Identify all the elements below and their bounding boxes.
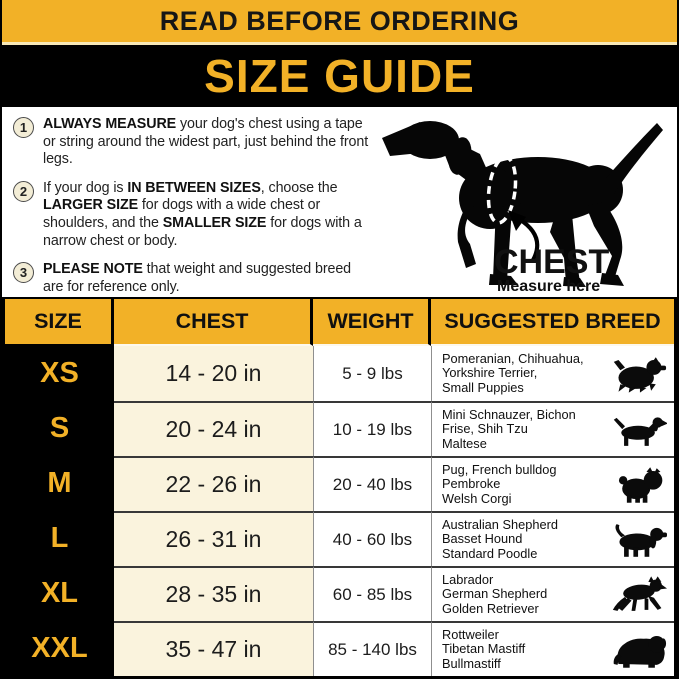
- instruction-number: 2: [13, 180, 34, 202]
- size-guide-band: SIZE GUIDE: [2, 45, 677, 107]
- instruction-number: 1: [13, 117, 34, 138]
- breed-line: Mini Schnauzer, Bichon: [442, 406, 576, 422]
- instruction-text: If your dog is IN BETWEEN SIZES, choose …: [43, 180, 371, 250]
- breed-cell: Pomeranian, Chihuahua, Yorkshire Terrier,…: [431, 346, 674, 401]
- breed-line: Rottweiler: [442, 626, 499, 642]
- instruction-item: 2 If your dog is IN BETWEEN SIZES, choose…: [13, 180, 384, 250]
- instruction-text: PLEASE NOTE that weight and suggested br…: [43, 261, 371, 296]
- emphasis-text: SMALLER SIZE: [162, 214, 267, 231]
- plain-text: , choose the: [260, 179, 338, 196]
- chest-cell: 22 - 26 in: [114, 456, 313, 511]
- breed-cell: Mini Schnauzer, Bichon Frise, Shih Tzu Mal…: [431, 401, 674, 456]
- plain-text: If your dog is: [43, 179, 128, 196]
- size-cell: XL: [5, 566, 114, 621]
- weight-cell: 5 - 9 lbs: [313, 346, 431, 401]
- weight-cell: 60 - 85 lbs: [313, 566, 431, 621]
- measure-here-label: Measure here: [497, 278, 600, 295]
- weight-cell: 85 - 140 lbs: [313, 621, 431, 676]
- page-title: SIZE GUIDE: [204, 50, 475, 102]
- chest-cell: 28 - 35 in: [114, 566, 313, 621]
- yorkshire-terrier-icon: [611, 354, 667, 394]
- size-cell: XXL: [5, 621, 114, 676]
- german-shepherd-icon: [611, 575, 667, 615]
- breed-line: Pomeranian, Chihuahua,: [442, 350, 584, 366]
- breed-list: Mini Schnauzer, Bichon Frise, Shih Tzu Mal…: [442, 406, 576, 452]
- breed-line: Welsh Corgi: [442, 490, 512, 506]
- read-before-ordering-text: READ BEFORE ORDERING: [159, 5, 520, 36]
- emphasis-text: PLEASE NOTE: [43, 261, 143, 278]
- size-cell: XS: [5, 346, 114, 401]
- mastiff-icon: [611, 630, 667, 670]
- breed-line: Golden Retriever: [442, 600, 539, 616]
- breed-list: Rottweiler Tibetan Mastiff Bullmastiff: [442, 626, 526, 672]
- emphasis-text: IN BETWEEN SIZES: [127, 179, 261, 196]
- size-table: SIZE CHEST WEIGHT SUGGESTED BREED XS 14 -…: [2, 297, 677, 679]
- size-cell: L: [5, 511, 114, 566]
- dachshund-icon: [611, 410, 668, 450]
- size-cell: M: [5, 456, 114, 511]
- breed-cell: Australian Shepherd Basset Hound Standard …: [431, 511, 674, 566]
- breed-line: Tibetan Mastiff: [442, 641, 526, 657]
- breed-line: Bullmastiff: [442, 655, 501, 671]
- band-divider: [2, 42, 677, 45]
- breed-list: Australian Shepherd Basset Hound Standard …: [442, 516, 558, 562]
- breed-line: Basset Hound: [442, 531, 523, 547]
- weight-cell: 20 - 40 lbs: [313, 456, 431, 511]
- breed-cell: Pug, French bulldog Pembroke Welsh Corgi: [431, 456, 674, 511]
- header-suggested-breed: SUGGESTED BREED: [431, 299, 674, 346]
- chest-cell: 35 - 47 in: [114, 621, 313, 676]
- breed-list: Labrador German Shepherd Golden Retriever: [442, 571, 548, 617]
- breed-list: Pug, French bulldog Pembroke Welsh Corgi: [442, 461, 557, 507]
- breed-cell: Rottweiler Tibetan Mastiff Bullmastiff: [431, 621, 674, 676]
- breed-line: German Shepherd: [442, 586, 548, 602]
- header-size: SIZE: [5, 299, 114, 346]
- breed-line: Standard Poodle: [442, 545, 538, 561]
- read-before-ordering-band: READ BEFORE ORDERING: [2, 0, 677, 42]
- instruction-item: 1 ALWAYS MEASURE your dog's chest using a…: [13, 116, 384, 169]
- instruction-item: 3 PLEASE NOTE that weight and suggested b…: [13, 261, 384, 296]
- header-weight: WEIGHT: [313, 299, 431, 346]
- chest-label: CHEST: [494, 243, 609, 281]
- emphasis-text: LARGER SIZE: [43, 197, 139, 214]
- breed-line: Maltese: [442, 435, 487, 451]
- pointer-dog-silhouette-icon: [382, 121, 663, 287]
- chest-measure-dashed-ellipse: [486, 155, 518, 225]
- breed-line: Pembroke: [442, 476, 501, 492]
- chest-cell: 20 - 24 in: [114, 401, 313, 456]
- chest-cell: 26 - 31 in: [114, 511, 313, 566]
- plain-text: that weight and suggested breed are for …: [43, 261, 352, 295]
- breed-cell: Labrador German Shepherd Golden Retriever: [431, 566, 674, 621]
- breed-line: Small Puppies: [442, 379, 524, 395]
- size-cell: S: [5, 401, 114, 456]
- breed-list: Pomeranian, Chihuahua, Yorkshire Terrier,…: [442, 350, 584, 396]
- plain-text: for dogs with a narrow chest or body.: [43, 214, 362, 249]
- basset-hound-icon: [611, 520, 667, 560]
- pug-icon: [611, 465, 667, 505]
- plain-text: your dog's chest using a tape or string …: [43, 116, 369, 168]
- breed-line: Pug, French bulldog: [442, 461, 557, 477]
- weight-cell: 10 - 19 lbs: [313, 401, 431, 456]
- breed-line: Labrador: [442, 571, 494, 587]
- instructions-list: 1 ALWAYS MEASURE your dog's chest using a…: [2, 107, 384, 297]
- chest-cell: 14 - 20 in: [114, 346, 313, 401]
- breed-line: Yorkshire Terrier,: [442, 365, 538, 381]
- weight-cell: 40 - 60 lbs: [313, 511, 431, 566]
- breed-line: Australian Shepherd: [442, 516, 558, 532]
- header-chest: CHEST: [114, 299, 313, 346]
- breed-line: Frise, Shih Tzu: [442, 421, 528, 437]
- dog-diagram-svg: CHEST Measure here: [382, 121, 663, 295]
- content-section: 1 ALWAYS MEASURE your dog's chest using a…: [2, 107, 677, 297]
- instruction-number: 3: [13, 262, 34, 284]
- curved-arrow-icon: [508, 210, 540, 261]
- plain-text: for dogs with a wide chest or shoulders,…: [43, 197, 321, 231]
- dog-chest-diagram: CHEST Measure here: [382, 107, 677, 297]
- instruction-text: ALWAYS MEASURE your dog's chest using a …: [43, 116, 371, 169]
- emphasis-text: ALWAYS MEASURE: [43, 116, 177, 132]
